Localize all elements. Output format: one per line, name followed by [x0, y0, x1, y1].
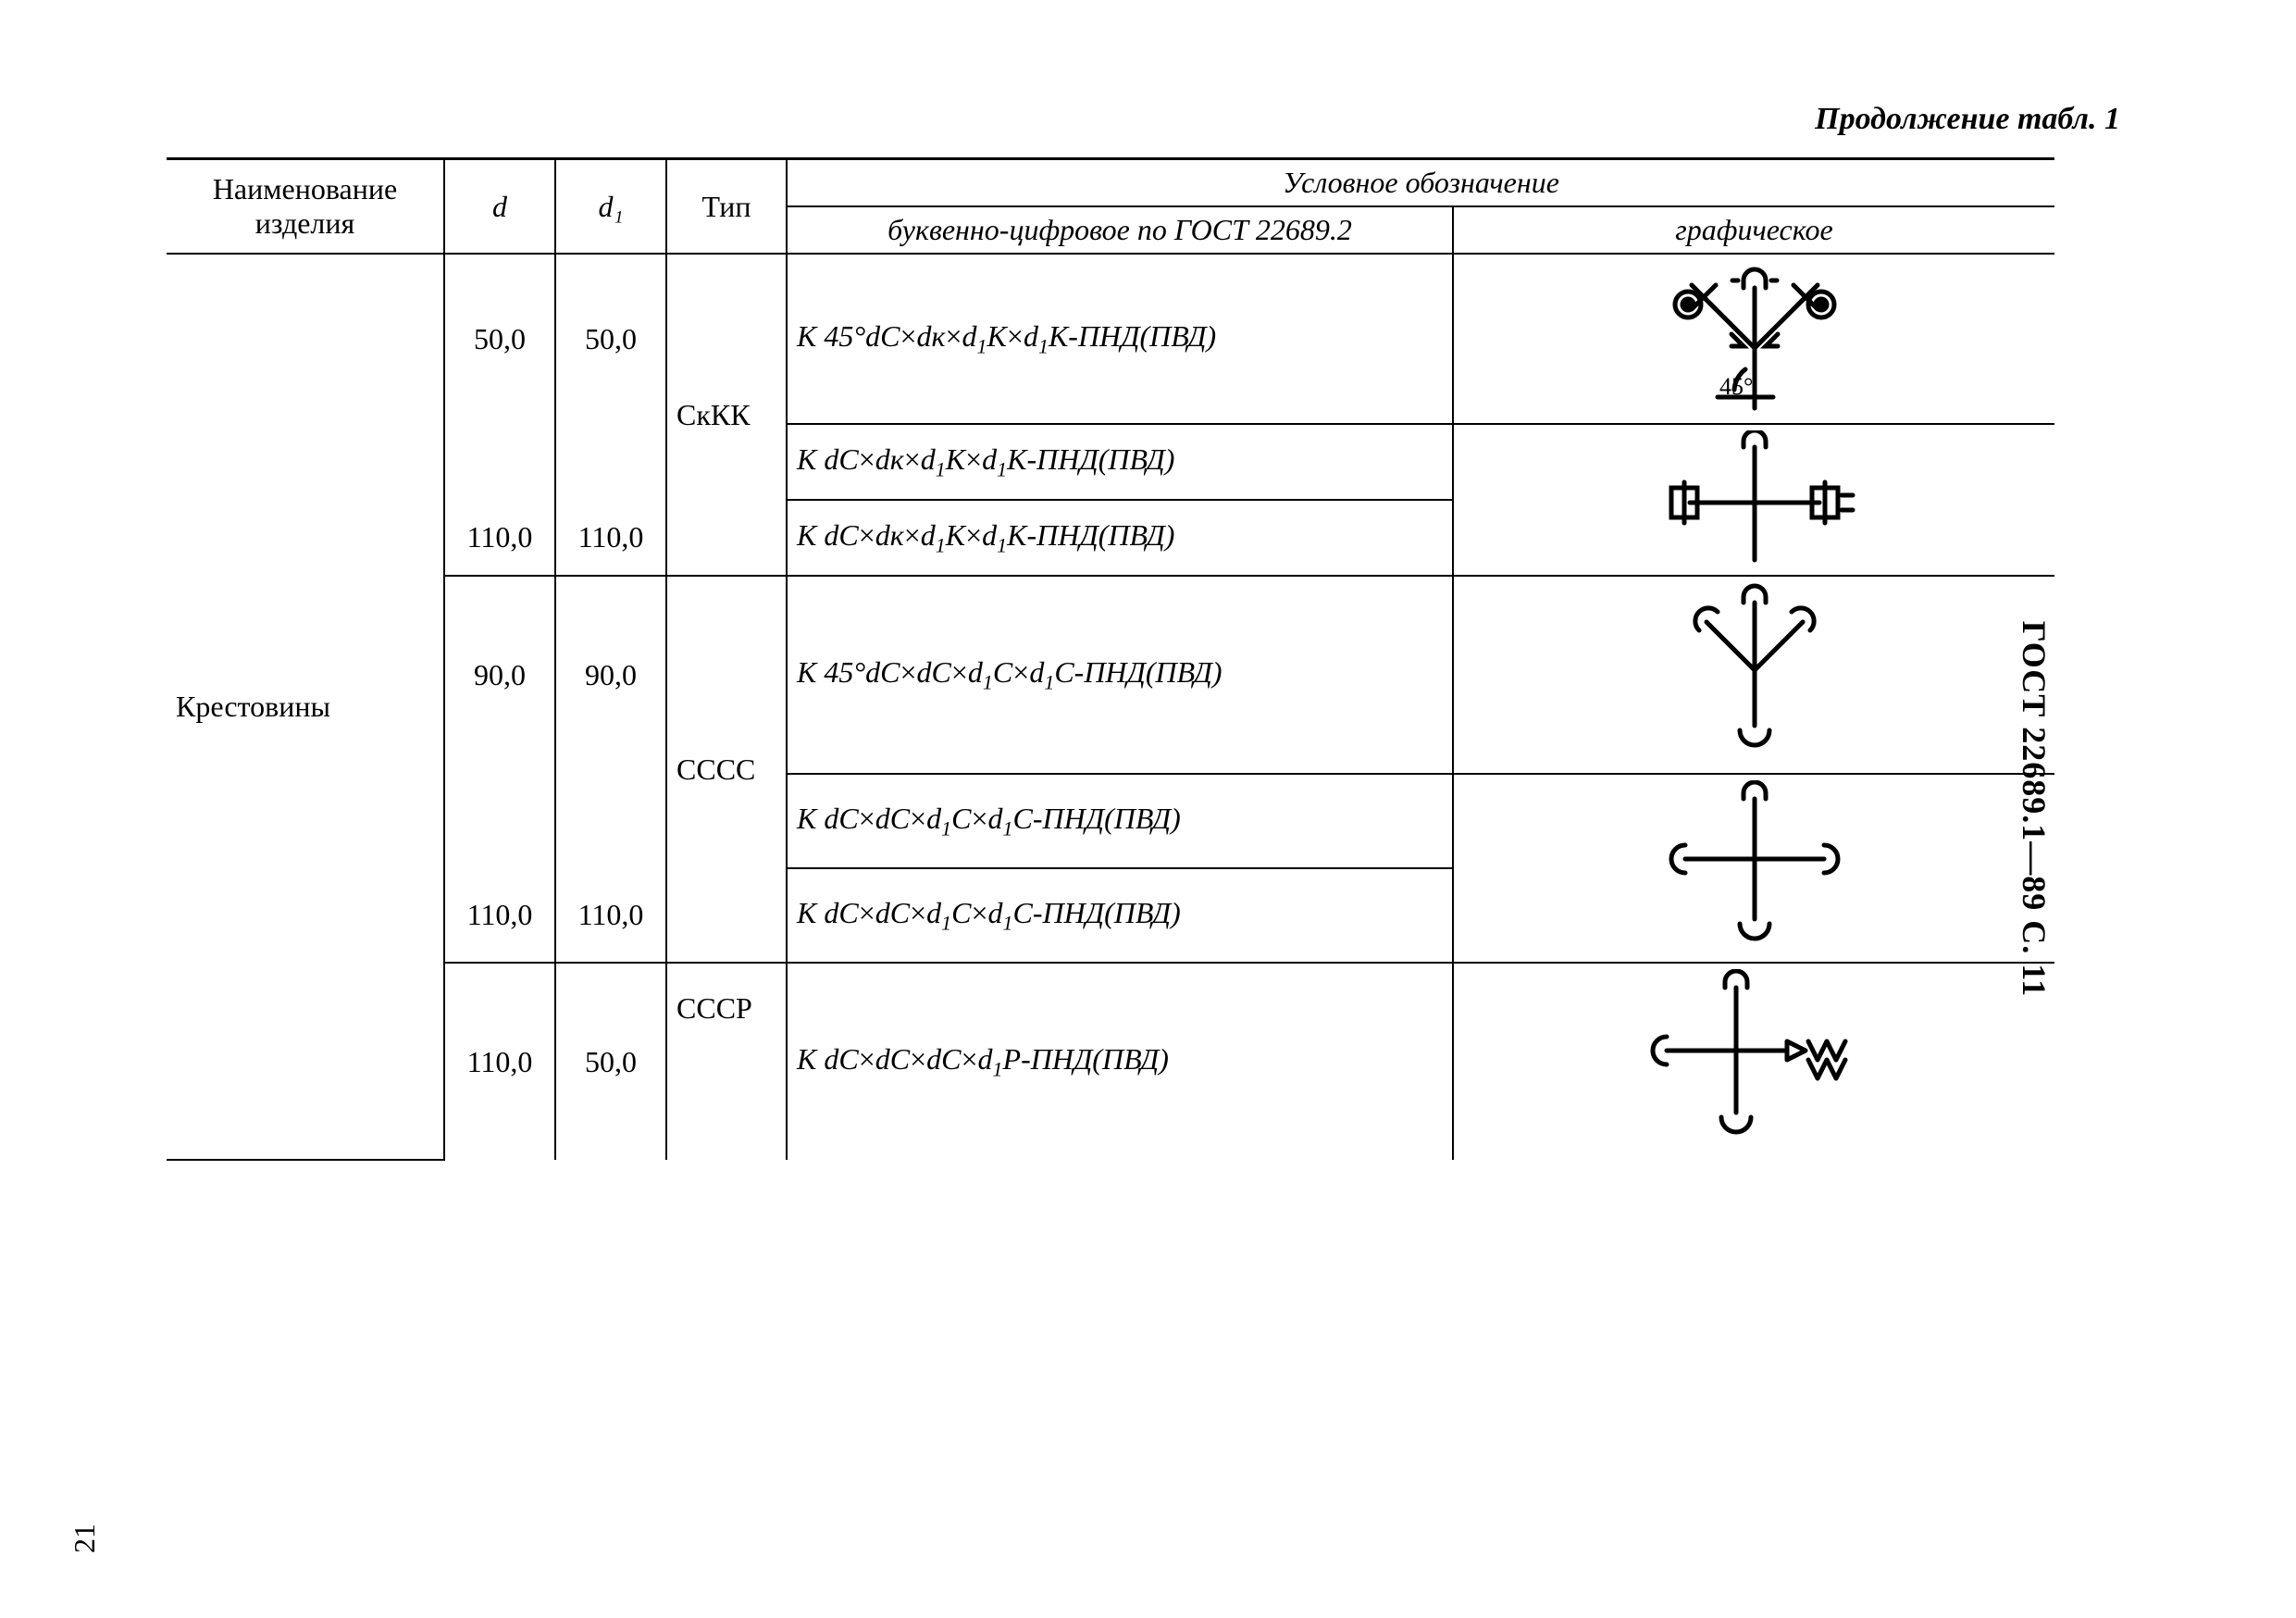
- graphic-cell: [1453, 963, 2054, 1160]
- d1-cell: 50,0: [555, 254, 666, 424]
- alpha-cell: K dС×dС×d1С×d1С-ПНД(ПВД): [787, 868, 1453, 963]
- type-cell: СССС: [666, 576, 787, 963]
- gost-table: Наименование изделия d d₁ Тип Условное о…: [167, 157, 2054, 1161]
- d1-cell: 110,0: [555, 868, 666, 963]
- hdr-d: d: [444, 159, 555, 255]
- type-cell: СССР: [666, 963, 787, 1160]
- alpha-cell: K dС×dС×d1С×d1С-ПНД(ПВД): [787, 774, 1453, 868]
- alpha-cell: K 45°dС×dк×d1K×d1K-ПНД(ПВД): [787, 254, 1453, 424]
- type-cell: СкКК: [666, 254, 787, 576]
- d-cell: 110,0: [444, 868, 555, 963]
- alpha-cell: K dС×dк×d1K×d1K-ПНД(ПВД): [787, 424, 1453, 500]
- page-number: 21: [68, 1524, 102, 1553]
- d-cell: 90,0: [444, 576, 555, 774]
- d1-cell: [555, 774, 666, 868]
- cross-90-cc-icon: [1634, 780, 1875, 956]
- graphic-cell: [1453, 424, 2054, 576]
- graphic-cell: [1453, 774, 2054, 963]
- cross-90-ccr-icon: [1616, 969, 1893, 1154]
- cross-45-cc-icon: [1634, 582, 1875, 767]
- alpha-cell: K 45°dС×dС×d1С×d1С-ПНД(ПВД): [787, 576, 1453, 774]
- alpha-cell: K dС×dк×d1K×d1K-ПНД(ПВД): [787, 500, 1453, 576]
- product-name-cell: Крестовины: [167, 254, 444, 1160]
- cross-90-kk-icon: [1634, 430, 1875, 569]
- hdr-d1: d₁: [555, 159, 666, 255]
- d-cell: 110,0: [444, 963, 555, 1160]
- hdr-graphic: графическое: [1453, 206, 2054, 254]
- cross-45-kk-icon: 45°: [1634, 260, 1875, 417]
- side-gost-label: ГОСТ 22689.1—89 С. 11: [2015, 621, 2054, 997]
- hdr-group: Условное обозначение: [787, 159, 2054, 207]
- hdr-type: Тип: [666, 159, 787, 255]
- d-cell: [444, 424, 555, 500]
- d-cell: 50,0: [444, 254, 555, 424]
- hdr-name: Наименование изделия: [167, 159, 444, 255]
- hdr-alpha: буквенно-цифровое по ГОСТ 22689.2: [787, 206, 1453, 254]
- d-cell: [444, 774, 555, 868]
- graphic-cell: [1453, 576, 2054, 774]
- d1-cell: 110,0: [555, 500, 666, 576]
- graphic-cell: 45°: [1453, 254, 2054, 424]
- svg-text:45°: 45°: [1719, 373, 1753, 400]
- table-continuation-caption: Продолжение табл. 1: [1815, 102, 2120, 137]
- d1-cell: [555, 424, 666, 500]
- d1-cell: 90,0: [555, 576, 666, 774]
- d1-cell: 50,0: [555, 963, 666, 1160]
- alpha-cell: K dС×dС×dС×d1Р-ПНД(ПВД): [787, 963, 1453, 1160]
- d-cell: 110,0: [444, 500, 555, 576]
